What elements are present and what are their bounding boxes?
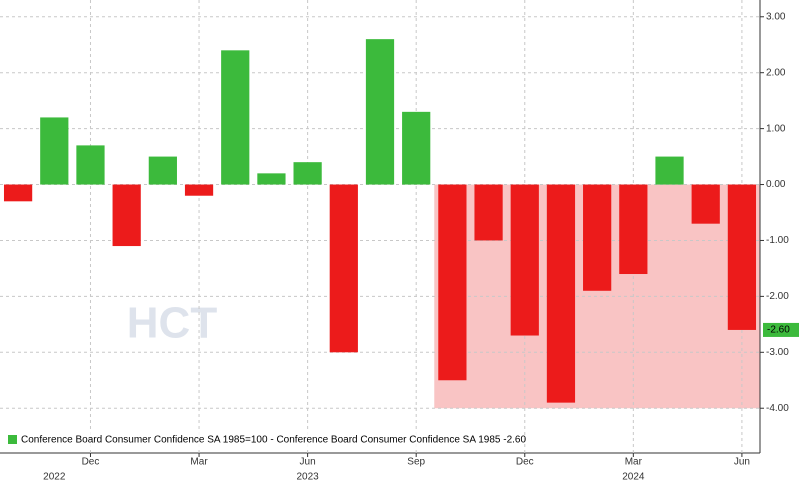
- y-tick-label: -1.00: [766, 235, 789, 246]
- x-year-label: 2022: [43, 472, 66, 483]
- x-tick-label: Jun: [734, 457, 750, 468]
- legend-label: Conference Board Consumer Confidence SA …: [21, 435, 526, 446]
- bar: [329, 184, 358, 353]
- bar: [655, 156, 684, 185]
- x-tick-label: Sep: [407, 457, 425, 468]
- y-tick-label: -3.00: [766, 347, 789, 358]
- x-tick-label: Dec: [82, 457, 100, 468]
- bar: [402, 111, 431, 185]
- last-value-label: -2.60: [767, 325, 790, 336]
- bar: [583, 184, 612, 291]
- bar: [510, 184, 539, 336]
- x-tick-label: Dec: [516, 457, 534, 468]
- legend-bg: [2, 430, 522, 450]
- bar: [76, 145, 105, 185]
- bar: [365, 39, 395, 185]
- bar: [474, 184, 503, 241]
- x-tick-label: Jun: [300, 457, 316, 468]
- y-tick-label: -2.00: [766, 291, 789, 302]
- bar: [40, 117, 69, 185]
- x-tick-label: Mar: [625, 457, 643, 468]
- bar: [257, 173, 286, 185]
- y-tick-label: 2.00: [766, 67, 786, 78]
- x-year-label: 2023: [296, 472, 319, 483]
- bar: [293, 162, 322, 185]
- bar: [727, 184, 757, 330]
- y-tick-label: 1.00: [766, 123, 786, 134]
- last-value-tag: [763, 322, 799, 337]
- bar: [148, 156, 177, 185]
- bar: [3, 184, 33, 202]
- bar: [184, 184, 214, 196]
- watermark: HCT: [127, 299, 218, 348]
- y-tick-label: 3.00: [766, 11, 786, 22]
- bar: [619, 184, 648, 275]
- y-tick-label: 0.00: [766, 179, 786, 190]
- bar: [691, 184, 720, 224]
- bar: [438, 184, 467, 381]
- bar: [546, 184, 576, 403]
- legend-swatch: [8, 435, 17, 444]
- bar: [221, 50, 250, 185]
- bar: [112, 184, 141, 247]
- x-tick-label: Mar: [190, 457, 208, 468]
- x-year-label: 2024: [622, 472, 645, 483]
- y-tick-label: -4.00: [766, 403, 789, 414]
